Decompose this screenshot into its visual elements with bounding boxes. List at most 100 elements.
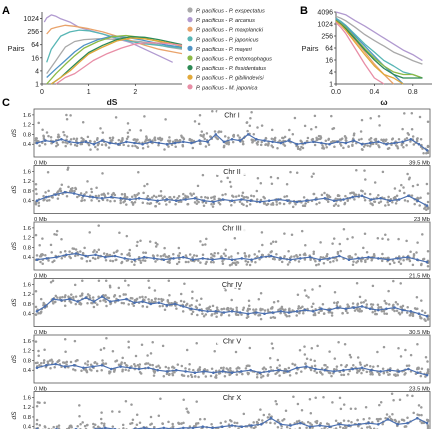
data-point <box>240 313 243 316</box>
data-point <box>41 237 44 240</box>
data-point <box>148 286 151 290</box>
data-point <box>282 136 285 140</box>
data-point <box>314 396 317 399</box>
data-point <box>113 294 117 297</box>
data-point <box>405 257 409 261</box>
data-point <box>102 252 106 255</box>
data-point <box>99 417 103 421</box>
data-point <box>45 131 49 134</box>
data-point <box>411 313 415 316</box>
data-point <box>69 143 73 146</box>
trend-point <box>119 197 122 200</box>
data-point <box>257 418 261 421</box>
data-point <box>400 311 404 314</box>
data-point <box>40 252 44 256</box>
data-point <box>218 202 222 206</box>
data-point <box>375 417 379 421</box>
data-point <box>371 142 375 146</box>
data-point <box>393 261 396 265</box>
chromosome-title-bg <box>217 280 247 288</box>
data-point <box>52 425 55 429</box>
data-point <box>278 202 281 205</box>
data-point <box>152 425 156 429</box>
data-point <box>163 195 166 198</box>
data-point <box>42 194 45 198</box>
trend-point <box>104 255 107 259</box>
data-point <box>362 418 365 421</box>
data-point <box>37 349 40 353</box>
trend-point <box>269 416 273 420</box>
data-point <box>221 193 224 197</box>
trend-point <box>367 255 370 259</box>
data-point <box>426 151 430 155</box>
trend-point <box>74 252 78 255</box>
data-point <box>391 200 394 204</box>
data-point <box>338 138 342 141</box>
data-point <box>188 137 192 141</box>
data-point <box>246 129 249 133</box>
data-point <box>304 202 307 205</box>
data-point <box>240 194 244 197</box>
data-point <box>81 292 84 295</box>
data-point <box>79 250 82 253</box>
data-point <box>271 240 275 244</box>
data-point <box>89 148 92 151</box>
data-point <box>204 145 208 148</box>
data-point <box>222 366 225 369</box>
data-point <box>375 142 378 145</box>
data-point <box>373 200 376 203</box>
data-point <box>34 188 38 191</box>
data-point <box>138 365 141 369</box>
data-point <box>145 305 149 309</box>
data-point <box>154 245 158 248</box>
data-point <box>402 146 405 149</box>
data-point <box>59 187 62 191</box>
data-point <box>50 251 53 254</box>
data-point <box>213 252 216 255</box>
data-point <box>401 127 404 131</box>
data-point <box>204 243 207 246</box>
data-point <box>108 370 111 373</box>
trend-point <box>82 366 85 370</box>
data-point <box>297 305 301 308</box>
data-point <box>210 313 214 316</box>
data-point <box>224 248 227 252</box>
trend-point <box>318 424 322 427</box>
data-point <box>107 146 111 149</box>
data-point <box>303 124 307 128</box>
data-point <box>94 145 97 149</box>
data-point <box>79 192 83 195</box>
data-point <box>127 346 131 349</box>
data-point <box>140 343 144 346</box>
trend-point <box>149 140 153 144</box>
data-point <box>158 304 162 308</box>
data-point <box>112 251 116 254</box>
data-point <box>332 237 336 240</box>
trend-point <box>409 310 413 313</box>
data-point <box>233 237 237 240</box>
legend-label: P. pacificus - P. fissidentatus <box>196 66 266 72</box>
data-point <box>337 194 341 197</box>
data-point <box>100 411 103 414</box>
data-point <box>296 145 300 149</box>
data-point <box>76 195 79 199</box>
data-point <box>147 138 150 142</box>
trend-point <box>338 423 341 426</box>
trend-point <box>388 199 392 202</box>
data-point <box>63 249 67 253</box>
data-point <box>177 260 181 264</box>
data-point <box>263 196 266 200</box>
trend-point <box>52 140 55 144</box>
data-point <box>373 310 377 313</box>
data-point <box>86 360 90 363</box>
data-point <box>117 363 121 366</box>
chromosome-frame <box>33 221 431 271</box>
data-point <box>426 120 430 124</box>
trend-point <box>368 141 372 145</box>
data-point <box>405 311 409 314</box>
data-point <box>48 199 51 202</box>
data-point <box>387 373 390 376</box>
data-point <box>111 350 115 353</box>
trend-point <box>286 370 290 373</box>
y-tick-label: 4096 <box>317 10 333 17</box>
